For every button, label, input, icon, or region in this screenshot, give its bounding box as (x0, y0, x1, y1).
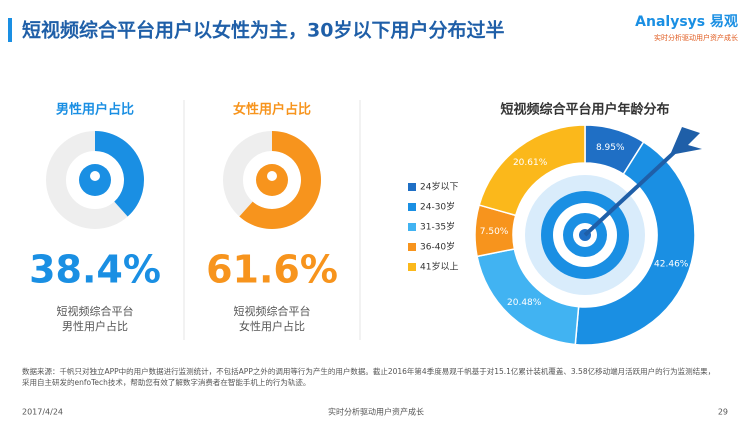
pie-slice (574, 140, 696, 346)
legend-label: 24岁以下 (420, 181, 458, 193)
slide-title: 短视频综合平台用户以女性为主，30岁以下用户分布过半 (22, 19, 504, 42)
slice-label: 42.46% (654, 260, 689, 270)
legend-label: 36-40岁 (420, 241, 455, 253)
legend-label: 24-30岁 (420, 201, 455, 213)
icon-head (267, 171, 277, 181)
page-number: 29 (718, 408, 728, 417)
legend-swatch (408, 203, 416, 211)
chart-title: 短视频综合平台用户年龄分布 (500, 102, 669, 118)
arrow-feather (670, 127, 702, 155)
legend-label: 41岁以上 (420, 261, 458, 273)
title-bar (8, 18, 12, 42)
donut-slice (239, 131, 322, 229)
caption: 女性用户占比 (239, 319, 305, 333)
icon-head (90, 171, 100, 181)
pie-slice (478, 124, 586, 217)
slice-label: 20.61% (513, 158, 548, 168)
slice-label: 8.95% (596, 143, 625, 153)
donut-slice (95, 131, 144, 217)
slice-label: 7.50% (480, 227, 509, 237)
footer-date: 2017/4/24 (22, 408, 63, 417)
tagline: 实时分析驱动用户资产成长 (654, 33, 738, 42)
legend-swatch (408, 183, 416, 191)
footnote: 数据来源：千帆只对独立APP中的用户数据进行监测统计，不包括APP之外的调用等行… (22, 367, 716, 387)
caption: 短视频综合平台 (234, 304, 311, 318)
arrow-shaft (583, 145, 682, 237)
legend-label: 31-35岁 (420, 221, 455, 233)
slice-label: 20.48% (507, 298, 542, 308)
donut-title: 男性用户占比 (56, 102, 134, 118)
legend-swatch (408, 223, 416, 231)
footer-slogan: 实时分析驱动用户资产成长 (328, 407, 424, 417)
big-value: 61.6% (206, 248, 338, 292)
caption: 男性用户占比 (62, 319, 128, 333)
legend-swatch (408, 243, 416, 251)
logo: Analysys 易观 (635, 14, 738, 30)
big-value: 38.4% (29, 248, 161, 292)
donut-title: 女性用户占比 (233, 102, 311, 118)
caption: 短视频综合平台 (57, 304, 134, 318)
legend-swatch (408, 263, 416, 271)
